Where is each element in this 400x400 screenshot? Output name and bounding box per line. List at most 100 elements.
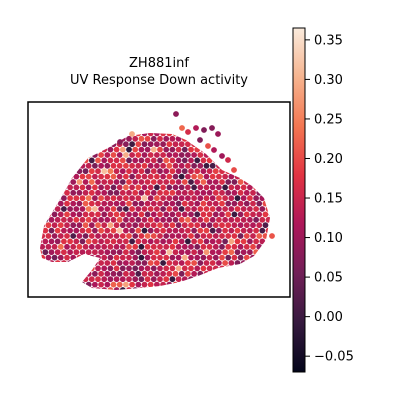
colorbar-tick-label: 0.05 <box>314 271 343 286</box>
spot <box>172 184 179 191</box>
spot <box>191 238 198 245</box>
spot <box>126 200 132 207</box>
spot <box>132 211 139 218</box>
spot <box>116 238 123 245</box>
spot <box>144 243 151 250</box>
spot <box>188 157 194 164</box>
spot <box>172 195 179 202</box>
spot <box>181 179 188 185</box>
spot <box>107 146 114 153</box>
spot <box>157 189 163 196</box>
colorbar-tick-label: 0.35 <box>314 33 343 48</box>
spot <box>256 222 263 229</box>
spot <box>138 211 145 218</box>
spot <box>209 173 216 180</box>
spot <box>123 195 129 202</box>
spot <box>222 195 229 202</box>
spot <box>144 157 151 164</box>
spot <box>129 184 136 191</box>
spot <box>92 238 98 245</box>
spot <box>123 173 129 180</box>
spot <box>169 211 176 218</box>
spot <box>107 276 114 283</box>
spot <box>225 243 232 250</box>
spot <box>79 184 86 191</box>
spot <box>169 189 176 196</box>
spot <box>61 206 67 212</box>
spot <box>129 227 136 234</box>
spot <box>247 227 253 234</box>
spot <box>160 152 167 158</box>
spot <box>160 162 167 169</box>
spot <box>135 216 142 223</box>
spot <box>138 157 145 164</box>
spot <box>104 152 111 158</box>
spot <box>129 260 136 266</box>
spot <box>228 260 235 266</box>
spot <box>61 238 67 245</box>
spot <box>173 111 179 117</box>
spot <box>113 265 120 272</box>
spot <box>141 162 148 169</box>
spot <box>225 211 232 218</box>
spot <box>222 173 229 180</box>
spot <box>157 243 163 250</box>
spot <box>104 206 111 212</box>
spot <box>88 222 95 229</box>
spot <box>225 179 232 185</box>
spot <box>200 222 207 229</box>
spot <box>141 152 148 158</box>
spot <box>104 195 111 202</box>
spot <box>219 233 225 239</box>
spot <box>203 206 210 212</box>
spot <box>110 270 117 277</box>
spot <box>119 168 126 175</box>
spot <box>129 162 136 169</box>
spot <box>126 287 132 290</box>
spot <box>205 143 211 149</box>
spot <box>163 276 170 283</box>
spot <box>138 276 145 283</box>
spot <box>70 222 77 229</box>
spot <box>61 249 67 256</box>
spot <box>85 238 92 245</box>
spot <box>123 249 129 256</box>
spot <box>42 238 49 245</box>
spot <box>209 162 216 169</box>
spot <box>163 200 170 207</box>
spot <box>119 276 126 283</box>
spot <box>144 189 151 196</box>
spot <box>73 206 80 212</box>
spot <box>113 179 120 185</box>
spot <box>247 184 253 191</box>
spot <box>178 227 185 234</box>
spot <box>160 260 167 266</box>
spot <box>135 281 142 288</box>
spot <box>104 270 111 277</box>
spot <box>234 227 241 234</box>
spot <box>123 260 129 266</box>
spot <box>126 265 132 272</box>
spot <box>206 254 213 261</box>
spot <box>216 173 222 180</box>
spot <box>166 195 173 202</box>
spot <box>209 249 216 256</box>
spot <box>132 276 139 283</box>
spot <box>98 162 104 169</box>
spot <box>175 146 182 153</box>
spot <box>219 153 225 159</box>
spot <box>70 243 77 250</box>
spot <box>119 243 126 250</box>
spot <box>206 179 213 185</box>
spot <box>163 168 170 175</box>
spot <box>57 243 64 250</box>
spot <box>113 254 120 261</box>
spot <box>237 211 244 218</box>
spot <box>79 173 86 180</box>
spot <box>181 254 188 261</box>
spot <box>82 243 89 250</box>
spot <box>95 189 101 196</box>
spot <box>88 211 95 218</box>
spot <box>147 216 154 223</box>
